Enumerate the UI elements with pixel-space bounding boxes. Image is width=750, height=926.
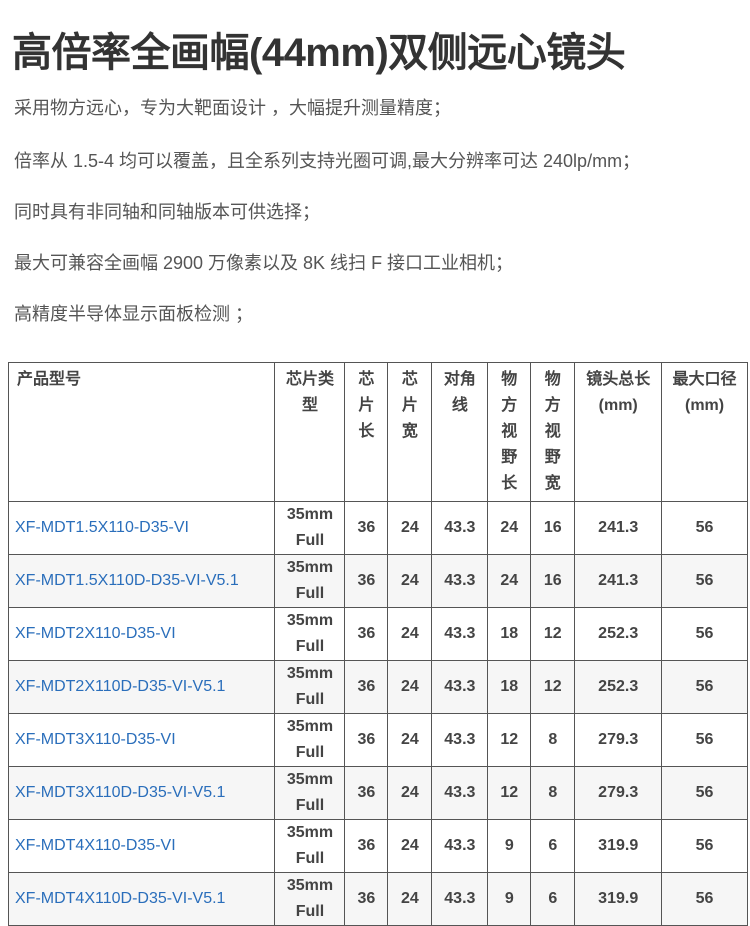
table-cell: 241.3 [574, 501, 663, 555]
table-cell: 56 [661, 501, 748, 555]
table-cell: 35mm Full [274, 766, 346, 820]
table-cell: 56 [661, 819, 748, 873]
spec-table: 产品型号 芯片类型 芯片长 芯片宽 对角线 物方视野长 物方视野宽 镜头总长(mm) 最大口径(… [7, 362, 748, 926]
table-cell: 35mm Full [274, 819, 346, 873]
table-row: XF-MDT1.5X110-D35-VI 35mm Full 36 24 43.3 24 1… [7, 501, 748, 555]
table-cell: 35mm Full [274, 713, 346, 767]
table-row: XF-MDT3X110D-D35-VI-V5.1 35mm Full 36 24 43.… [7, 766, 748, 820]
table-cell: 35mm Full [274, 501, 346, 555]
model-link[interactable]: XF-MDT1.5X110-D35-VI [7, 501, 276, 555]
table-cell: 24 [387, 713, 433, 767]
column-header: 芯片类型 [274, 362, 346, 502]
model-link[interactable]: XF-MDT4X110-D35-VI [7, 819, 276, 873]
table-row: XF-MDT4X110D-D35-VI-V5.1 35mm Full 36 24 43.… [7, 872, 748, 926]
table-cell: 56 [661, 713, 748, 767]
column-header: 最大口径(mm) [661, 362, 748, 502]
table-cell: 319.9 [574, 819, 663, 873]
table-cell: 12 [530, 607, 576, 661]
table-cell: 24 [387, 501, 433, 555]
table-cell: 8 [530, 713, 576, 767]
table-cell: 16 [530, 501, 576, 555]
table-row: XF-MDT3X110-D35-VI 35mm Full 36 24 43.3 12 8 27… [7, 713, 748, 767]
table-cell: 36 [344, 872, 389, 926]
table-cell: 36 [344, 819, 389, 873]
table-cell: 252.3 [574, 607, 663, 661]
table-header-row: 产品型号 芯片类型 芯片长 芯片宽 对角线 物方视野长 物方视野宽 镜头总长(mm) 最大口径(… [7, 362, 748, 502]
table-cell: 36 [344, 713, 389, 767]
table-cell: 43.3 [431, 766, 489, 820]
table-cell: 18 [487, 607, 532, 661]
table-cell: 24 [387, 607, 433, 661]
column-header: 物方视野长 [487, 362, 532, 502]
table-cell: 43.3 [431, 713, 489, 767]
table-cell: 279.3 [574, 766, 663, 820]
table-cell: 24 [387, 766, 433, 820]
model-link[interactable]: XF-MDT2X110D-D35-VI-V5.1 [7, 660, 276, 714]
table-cell: 43.3 [431, 872, 489, 926]
table-cell: 56 [661, 766, 748, 820]
table-cell: 36 [344, 554, 389, 608]
table-cell: 56 [661, 660, 748, 714]
table-cell: 8 [530, 766, 576, 820]
table-row: XF-MDT4X110-D35-VI 35mm Full 36 24 43.3 9 6 319… [7, 819, 748, 873]
feature-line: 采用物方远心，专为大靶面设计 ，大幅提升测量精度； [14, 98, 451, 118]
table-row: XF-MDT1.5X110D-D35-VI-V5.1 35mm Full 36 24 4… [7, 554, 748, 608]
column-header: 镜头总长(mm) [574, 362, 663, 502]
table-cell: 24 [387, 872, 433, 926]
table-cell: 43.3 [431, 819, 489, 873]
model-link[interactable]: XF-MDT3X110D-D35-VI-V5.1 [7, 766, 276, 820]
table-cell: 35mm Full [274, 660, 346, 714]
table-cell: 9 [487, 872, 532, 926]
table-cell: 36 [344, 766, 389, 820]
column-header: 对角线 [431, 362, 489, 502]
table-cell: 36 [344, 660, 389, 714]
table-cell: 35mm Full [274, 607, 346, 661]
table-cell: 35mm Full [274, 872, 346, 926]
column-header: 物方视野宽 [530, 362, 576, 502]
table-cell: 56 [661, 607, 748, 661]
table-cell: 6 [530, 819, 576, 873]
table-cell: 24 [487, 554, 532, 608]
table-cell: 24 [487, 501, 532, 555]
table-cell: 24 [387, 660, 433, 714]
table-cell: 6 [530, 872, 576, 926]
table-cell: 43.3 [431, 607, 489, 661]
table-cell: 36 [344, 607, 389, 661]
table-cell: 16 [530, 554, 576, 608]
model-link[interactable]: XF-MDT2X110-D35-VI [7, 607, 276, 661]
table-cell: 56 [661, 872, 748, 926]
table-cell: 24 [387, 554, 433, 608]
column-header: 芯片宽 [387, 362, 433, 502]
table-cell: 12 [487, 766, 532, 820]
table-cell: 241.3 [574, 554, 663, 608]
feature-line: 同时具有非同轴和同轴版本可供选择； [14, 202, 320, 222]
table-cell: 18 [487, 660, 532, 714]
page-title: 高倍率全画幅(44mm)双侧远心镜头 [12, 31, 626, 75]
table-cell: 9 [487, 819, 532, 873]
feature-line: 最大可兼容全画幅 2900 万像素以及 8K 线扫 F 接口工业相机； [14, 253, 514, 273]
table-cell: 12 [487, 713, 532, 767]
table-row: XF-MDT2X110-D35-VI 35mm Full 36 24 43.3 18 12 2… [7, 607, 748, 661]
table-cell: 43.3 [431, 554, 489, 608]
feature-line: 倍率从 1.5-4 均可以覆盖，且全系列支持光圈可调,最大分辨率可达 240lp… [14, 151, 641, 171]
table-cell: 12 [530, 660, 576, 714]
table-cell: 279.3 [574, 713, 663, 767]
model-link[interactable]: XF-MDT4X110D-D35-VI-V5.1 [7, 872, 276, 926]
table-row: XF-MDT2X110D-D35-VI-V5.1 35mm Full 36 24 43.… [7, 660, 748, 714]
model-link[interactable]: XF-MDT1.5X110D-D35-VI-V5.1 [7, 554, 276, 608]
table-cell: 56 [661, 554, 748, 608]
table-cell: 24 [387, 819, 433, 873]
column-header: 产品型号 [7, 362, 276, 502]
table-cell: 35mm Full [274, 554, 346, 608]
feature-line: 高精度半导体显示面板检测 ； [14, 304, 253, 324]
column-header: 芯片长 [344, 362, 389, 502]
table-cell: 319.9 [574, 872, 663, 926]
model-link[interactable]: XF-MDT3X110-D35-VI [7, 713, 276, 767]
table-cell: 43.3 [431, 501, 489, 555]
table-cell: 36 [344, 501, 389, 555]
table-cell: 252.3 [574, 660, 663, 714]
table-cell: 43.3 [431, 660, 489, 714]
